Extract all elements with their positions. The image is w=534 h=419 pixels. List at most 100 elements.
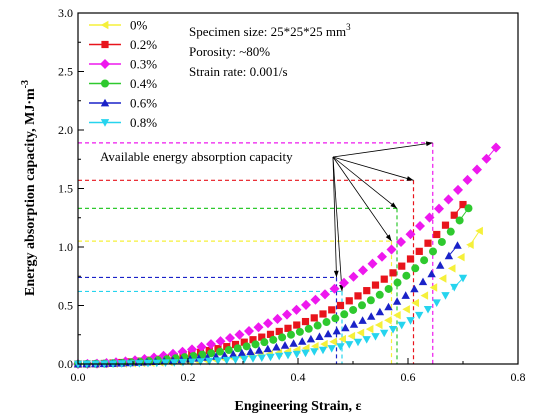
y-axis-title-main: Energy absorption capacity, MJ·m: [23, 88, 38, 296]
data-point: [349, 320, 359, 328]
data-point: [410, 284, 419, 293]
data-point: [178, 358, 188, 367]
data-point: [196, 358, 205, 366]
data-point: [231, 340, 240, 349]
data-point: [216, 347, 224, 356]
data-point: [437, 237, 446, 246]
data-point: [336, 343, 345, 351]
data-point: [258, 333, 266, 341]
data-point: [415, 311, 424, 320]
data-point: [441, 221, 450, 229]
data-point: [332, 326, 341, 335]
data-point: [329, 337, 337, 346]
data-point: [161, 359, 170, 367]
legend-label: 0.3%: [130, 57, 157, 72]
data-point: [420, 291, 429, 300]
data-point: [266, 330, 275, 338]
series-0_4pct: [74, 204, 473, 368]
data-point: [339, 277, 349, 288]
data-point: [278, 333, 287, 342]
data-point: [374, 320, 383, 330]
data-point: [453, 241, 462, 249]
data-point: [206, 339, 216, 350]
legend-marker: [100, 20, 109, 30]
data-point: [349, 305, 358, 314]
data-point: [220, 351, 229, 359]
data-point: [329, 283, 340, 294]
data-point: [354, 292, 362, 300]
data-point: [438, 274, 447, 283]
data-point: [246, 347, 255, 356]
x-tick-label: 0.2: [181, 370, 196, 384]
data-point: [396, 236, 406, 247]
data-point: [240, 355, 249, 364]
annotation-specimen-text: Specimen size: 25*25*25 mm: [189, 24, 346, 39]
series-0_3pct: [73, 142, 501, 369]
x-tick-label: 0.8: [511, 370, 526, 384]
data-point: [237, 348, 247, 357]
data-point: [149, 352, 159, 363]
data-point: [292, 350, 301, 359]
data-point: [441, 292, 450, 300]
legend-marker: [100, 59, 110, 69]
data-point: [263, 344, 272, 353]
y-tick-label: 0.0: [58, 357, 73, 371]
data-point: [331, 314, 340, 323]
data-point: [405, 229, 416, 240]
x-tick-label: 0.4: [291, 370, 306, 384]
data-point: [411, 298, 419, 308]
annotation-specimen-size: Specimen size: 25*25*25 mm3: [189, 22, 351, 39]
data-point: [275, 352, 284, 361]
series-tail: [446, 245, 458, 259]
data-point: [386, 244, 397, 255]
data-point: [415, 247, 423, 255]
data-point: [319, 310, 327, 318]
data-point: [240, 338, 248, 346]
data-point: [393, 311, 401, 320]
data-point: [380, 275, 388, 283]
data-point: [289, 339, 298, 347]
data-point: [375, 290, 384, 299]
data-point: [215, 336, 226, 347]
data-point: [367, 258, 378, 269]
y-tick-label: 2.5: [58, 65, 73, 79]
data-point: [282, 309, 292, 320]
data-point: [420, 256, 429, 265]
data-markers: [73, 142, 501, 369]
data-point: [358, 301, 366, 310]
data-point: [266, 353, 275, 362]
y-tick-label: 0.5: [58, 299, 73, 313]
data-point: [244, 326, 254, 337]
callout-arrowhead: [333, 270, 339, 278]
callout-line: [332, 156, 343, 292]
data-point: [447, 264, 456, 273]
data-point: [362, 336, 371, 344]
data-point: [263, 318, 273, 329]
annotation-callout: Available energy absorption capacity: [100, 149, 293, 164]
data-point: [233, 344, 242, 353]
data-point: [345, 341, 354, 349]
data-point: [269, 335, 278, 344]
data-point: [248, 355, 258, 363]
data-point: [392, 297, 402, 305]
data-point: [457, 253, 465, 262]
data-point: [341, 323, 350, 332]
data-point: [222, 356, 231, 365]
data-point: [313, 321, 322, 330]
data-point: [453, 184, 463, 195]
data-point: [170, 359, 179, 367]
legend-label: 0.2%: [130, 37, 157, 52]
y-tick-label: 2.0: [58, 123, 73, 137]
data-point: [301, 349, 310, 358]
data-point: [318, 346, 328, 355]
series-tail: [468, 230, 480, 248]
annotation-strain-rate: Strain rate: 0.001/s: [189, 64, 288, 79]
data-point: [225, 333, 235, 343]
x-tick-label: 0.0: [71, 370, 86, 384]
data-point: [249, 336, 257, 344]
data-point: [384, 302, 393, 311]
x-tick-label: 0.6: [401, 370, 416, 384]
data-point: [393, 278, 402, 287]
data-point: [388, 326, 398, 334]
data-point: [345, 297, 353, 305]
